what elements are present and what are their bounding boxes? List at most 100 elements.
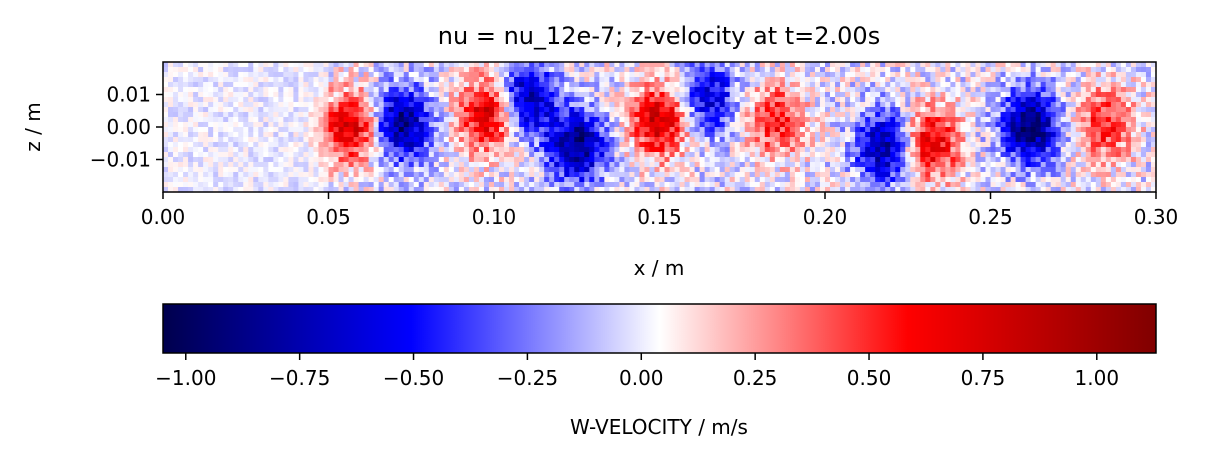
heatmap-cell: [704, 62, 711, 68]
heatmap-cell: [945, 117, 951, 123]
heatmap-cell: [970, 62, 977, 68]
heatmap-cell: [539, 172, 545, 178]
heatmap-cell: [965, 112, 972, 118]
heatmap-cell: [163, 137, 169, 143]
heatmap-cell: [1100, 142, 1107, 148]
heatmap-cell: [724, 127, 731, 133]
heatmap-cell: [1135, 62, 1142, 68]
heatmap-cell: [183, 107, 189, 113]
heatmap-cell: [709, 147, 716, 153]
heatmap-cell: [920, 142, 926, 148]
heatmap-cell: [313, 107, 320, 113]
heatmap-cell: [463, 77, 470, 83]
heatmap-cell: [328, 62, 335, 68]
heatmap-cell: [814, 147, 821, 153]
heatmap-cell: [925, 122, 931, 128]
heatmap-cell: [895, 67, 901, 73]
heatmap-cell: [1090, 77, 1097, 83]
heatmap-cell: [910, 172, 916, 178]
heatmap-cell: [830, 142, 836, 148]
heatmap-cell: [779, 92, 786, 98]
heatmap-cell: [895, 142, 901, 148]
heatmap-cell: [173, 97, 179, 103]
heatmap-cell: [203, 147, 209, 153]
heatmap-cell: [448, 172, 455, 178]
heatmap-cell: [915, 127, 921, 133]
heatmap-cell: [268, 97, 274, 103]
heatmap-cell: [870, 147, 876, 153]
heatmap-cell: [809, 92, 816, 98]
heatmap-cell: [970, 122, 977, 128]
heatmap-cell: [935, 72, 941, 78]
heatmap-cell: [514, 157, 520, 163]
heatmap-cell: [253, 137, 259, 143]
heatmap-cell: [845, 82, 851, 88]
heatmap-cell: [188, 187, 194, 193]
heatmap-cell: [243, 67, 249, 73]
heatmap-cell: [915, 132, 921, 138]
heatmap-cell: [428, 102, 435, 108]
heatmap-cell: [860, 172, 866, 178]
heatmap-cell: [1045, 147, 1052, 153]
heatmap-cell: [173, 157, 179, 163]
heatmap-cell: [905, 72, 911, 78]
heatmap-cell: [739, 62, 746, 68]
heatmap-cell: [985, 137, 992, 143]
heatmap-cell: [263, 87, 269, 93]
heatmap-cell: [468, 137, 475, 143]
heatmap-cell: [719, 122, 726, 128]
heatmap-cell: [749, 162, 756, 168]
heatmap-cell: [1005, 147, 1012, 153]
heatmap-cell: [940, 137, 946, 143]
heatmap-cell: [1025, 62, 1032, 68]
heatmap-cell: [208, 187, 214, 193]
heatmap-cell: [599, 102, 605, 108]
heatmap-cell: [208, 132, 214, 138]
heatmap-cell: [298, 87, 305, 93]
heatmap-cell: [699, 62, 706, 68]
heatmap-cell: [604, 177, 610, 183]
heatmap-cell: [383, 177, 390, 183]
heatmap-cell: [418, 107, 425, 113]
heatmap-cell: [408, 112, 415, 118]
heatmap-cell: [458, 67, 465, 73]
heatmap-cell: [473, 132, 480, 138]
heatmap-cell: [945, 72, 951, 78]
heatmap-cell: [298, 67, 305, 73]
heatmap-cell: [504, 67, 510, 73]
heatmap-cell: [925, 112, 931, 118]
heatmap-cell: [845, 107, 851, 113]
heatmap-cell: [744, 137, 751, 143]
heatmap-cell: [303, 67, 310, 73]
heatmap-cell: [1005, 142, 1012, 148]
heatmap-cell: [664, 82, 671, 88]
heatmap-cell: [509, 67, 515, 73]
heatmap-cell: [624, 62, 631, 68]
heatmap-cell: [589, 77, 595, 83]
heatmap-cell: [1025, 152, 1032, 158]
heatmap-cell: [303, 62, 310, 68]
heatmap-cell: [228, 167, 234, 173]
heatmap-cell: [168, 72, 174, 78]
heatmap-cell: [1000, 142, 1007, 148]
heatmap-cell: [965, 152, 972, 158]
heatmap-cell: [509, 147, 515, 153]
heatmap-cell: [789, 87, 796, 93]
heatmap-cell: [1070, 82, 1077, 88]
heatmap-cell: [784, 172, 791, 178]
heatmap-cell: [624, 102, 631, 108]
heatmap-cell: [494, 142, 500, 148]
heatmap-cell: [664, 67, 671, 73]
heatmap-cell: [448, 122, 455, 128]
heatmap-cell: [1140, 127, 1147, 133]
heatmap-cell: [920, 157, 926, 163]
heatmap-cell: [313, 112, 320, 118]
heatmap-cell: [759, 162, 766, 168]
heatmap-cell: [468, 147, 475, 153]
heatmap-cell: [990, 87, 997, 93]
heatmap-cell: [494, 82, 500, 88]
heatmap-cell: [238, 167, 244, 173]
heatmap-cell: [930, 147, 936, 153]
heatmap-cell: [910, 122, 916, 128]
heatmap-cell: [584, 142, 590, 148]
